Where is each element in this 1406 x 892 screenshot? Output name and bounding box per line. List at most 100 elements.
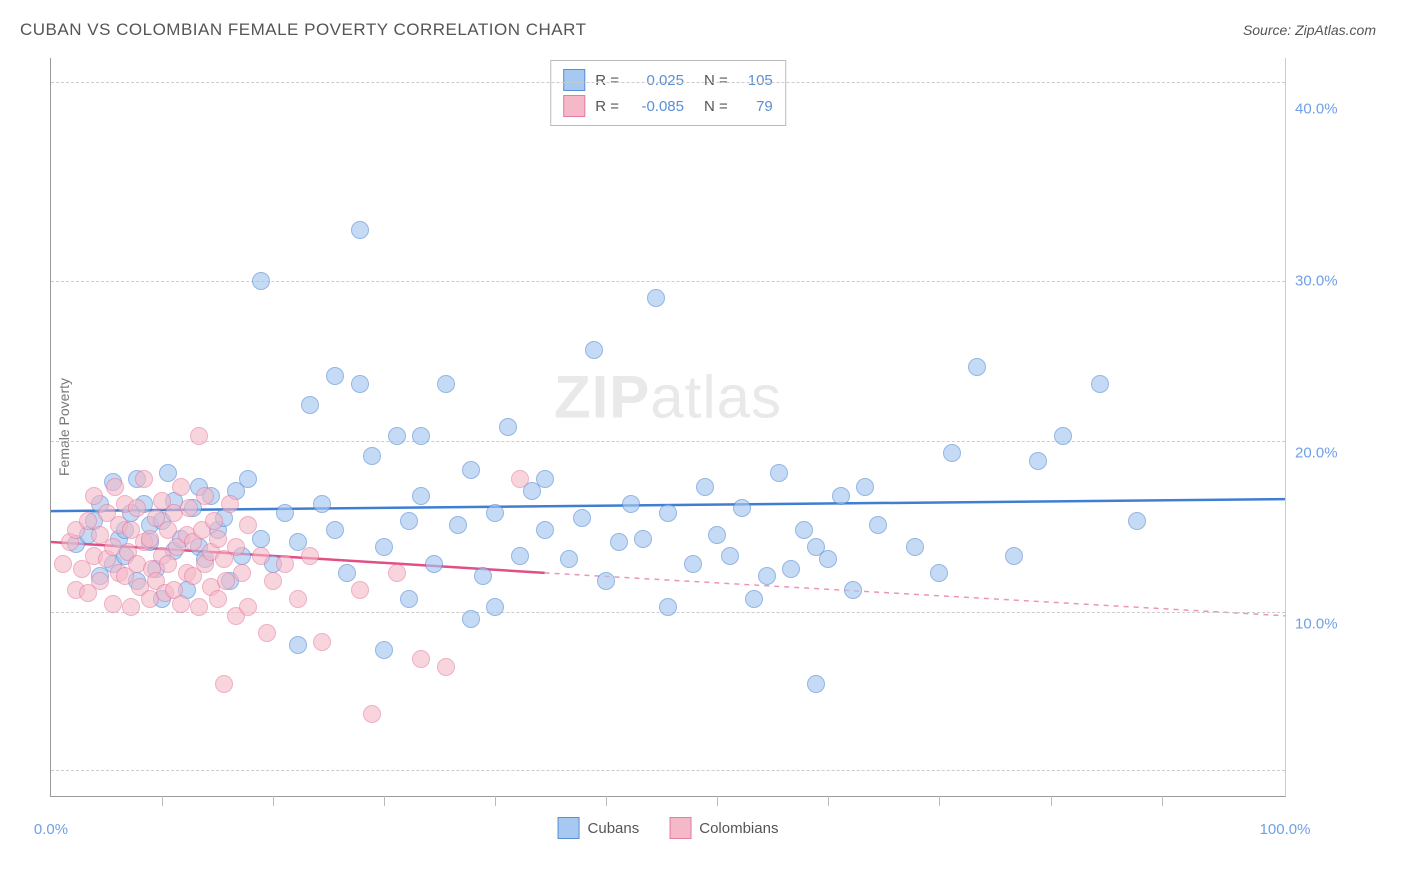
- data-point: [388, 564, 406, 582]
- data-point: [301, 396, 319, 414]
- data-point: [363, 447, 381, 465]
- data-point: [172, 595, 190, 613]
- y-axis-label: Female Poverty: [56, 378, 72, 476]
- data-point: [264, 572, 282, 590]
- x-tick: [606, 796, 607, 806]
- data-point: [252, 547, 270, 565]
- data-point: [425, 555, 443, 573]
- data-point: [106, 478, 124, 496]
- y-tick-label: 10.0%: [1295, 616, 1355, 633]
- data-point: [659, 504, 677, 522]
- x-tick: [939, 796, 940, 806]
- legend-row: R =0.025N =105: [563, 67, 773, 93]
- data-point: [351, 221, 369, 239]
- plot-area: Female Poverty ZIPatlas R =0.025N =105R …: [50, 58, 1286, 797]
- data-point: [122, 598, 140, 616]
- data-point: [85, 487, 103, 505]
- data-point: [227, 538, 245, 556]
- data-point: [437, 375, 455, 393]
- data-point: [54, 555, 72, 573]
- data-point: [733, 499, 751, 517]
- data-point: [869, 516, 887, 534]
- data-point: [276, 555, 294, 573]
- x-tick: [273, 796, 274, 806]
- data-point: [190, 427, 208, 445]
- gridline: [51, 82, 1285, 83]
- data-point: [400, 590, 418, 608]
- legend-swatch: [558, 817, 580, 839]
- data-point: [832, 487, 850, 505]
- data-point: [221, 495, 239, 513]
- data-point: [351, 375, 369, 393]
- x-tick: [828, 796, 829, 806]
- data-point: [375, 641, 393, 659]
- source-attribution: Source: ZipAtlas.com: [1243, 22, 1376, 38]
- data-point: [770, 464, 788, 482]
- data-point: [449, 516, 467, 534]
- data-point: [209, 590, 227, 608]
- data-point: [172, 478, 190, 496]
- x-tick: [1162, 796, 1163, 806]
- data-point: [258, 624, 276, 642]
- data-point: [968, 358, 986, 376]
- data-point: [486, 504, 504, 522]
- legend-item: Cubans: [558, 817, 640, 839]
- x-tick: [717, 796, 718, 806]
- data-point: [412, 427, 430, 445]
- data-point: [1029, 452, 1047, 470]
- data-point: [696, 478, 714, 496]
- data-point: [301, 547, 319, 565]
- chart-title: CUBAN VS COLOMBIAN FEMALE POVERTY CORREL…: [20, 20, 586, 40]
- data-point: [819, 550, 837, 568]
- data-point: [511, 547, 529, 565]
- data-point: [141, 530, 159, 548]
- data-point: [217, 572, 235, 590]
- chart-container: Female Poverty ZIPatlas R =0.025N =105R …: [50, 58, 1386, 852]
- data-point: [159, 521, 177, 539]
- data-point: [474, 567, 492, 585]
- data-point: [684, 555, 702, 573]
- data-point: [375, 538, 393, 556]
- data-point: [795, 521, 813, 539]
- data-point: [906, 538, 924, 556]
- data-point: [708, 526, 726, 544]
- data-point: [388, 427, 406, 445]
- data-point: [807, 675, 825, 693]
- data-point: [276, 504, 294, 522]
- data-point: [930, 564, 948, 582]
- legend-item: Colombians: [669, 817, 778, 839]
- x-tick: [162, 796, 163, 806]
- data-point: [943, 444, 961, 462]
- data-point: [647, 289, 665, 307]
- data-point: [536, 470, 554, 488]
- data-point: [400, 512, 418, 530]
- data-point: [1128, 512, 1146, 530]
- data-point: [560, 550, 578, 568]
- data-point: [239, 516, 257, 534]
- data-point: [252, 272, 270, 290]
- gridline: [51, 441, 1285, 442]
- data-point: [745, 590, 763, 608]
- data-point: [91, 572, 109, 590]
- legend-row: R =-0.085N =79: [563, 93, 773, 119]
- data-point: [412, 650, 430, 668]
- data-point: [215, 675, 233, 693]
- data-point: [486, 598, 504, 616]
- data-point: [856, 478, 874, 496]
- x-tick: [1051, 796, 1052, 806]
- correlation-legend: R =0.025N =105R =-0.085N =79: [550, 60, 786, 126]
- watermark: ZIPatlas: [554, 363, 782, 432]
- data-point: [363, 705, 381, 723]
- data-point: [597, 572, 615, 590]
- x-tick: [495, 796, 496, 806]
- data-point: [239, 598, 257, 616]
- data-point: [721, 547, 739, 565]
- data-point: [313, 495, 331, 513]
- data-point: [104, 595, 122, 613]
- data-point: [1054, 427, 1072, 445]
- data-point: [196, 487, 214, 505]
- data-point: [205, 512, 223, 530]
- data-point: [1091, 375, 1109, 393]
- data-point: [128, 499, 146, 517]
- y-tick-label: 40.0%: [1295, 101, 1355, 118]
